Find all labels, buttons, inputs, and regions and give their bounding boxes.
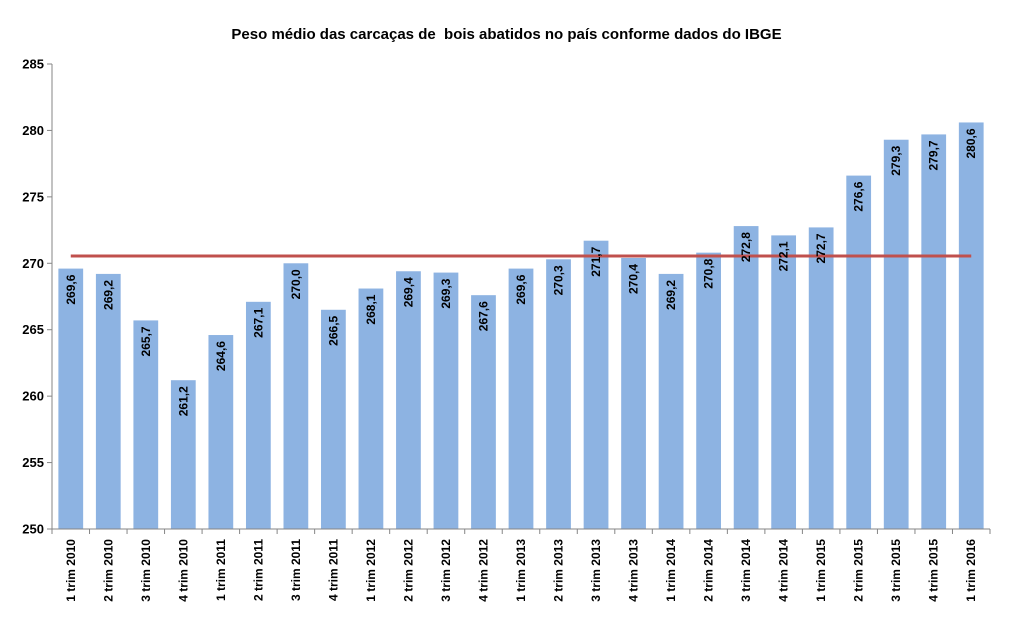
bar <box>396 271 421 529</box>
y-tick-label: 270 <box>22 256 44 271</box>
x-tick-label: 3 trim 2010 <box>139 539 153 602</box>
bar <box>658 273 684 529</box>
x-tick-label: 4 trim 2012 <box>476 539 490 602</box>
y-tick-label: 255 <box>22 455 44 470</box>
data-label: 272,8 <box>739 232 753 262</box>
bar <box>208 335 234 529</box>
bar <box>621 257 646 529</box>
x-tick-label: 2 trim 2014 <box>702 539 716 602</box>
data-label: 266,5 <box>326 315 340 345</box>
bar <box>170 380 196 529</box>
x-tick-label: 3 trim 2012 <box>439 539 453 602</box>
bar <box>358 288 384 529</box>
y-tick-label: 250 <box>22 522 44 537</box>
x-tick-label: 4 trim 2011 <box>326 539 340 601</box>
bar <box>846 175 872 529</box>
x-tick-label: 4 trim 2010 <box>176 539 190 602</box>
data-label: 269,6 <box>64 274 78 304</box>
bar <box>546 259 571 529</box>
x-tick-label: 3 trim 2011 <box>289 539 303 601</box>
x-tick-label: 1 trim 2016 <box>964 539 978 602</box>
x-tick-label: 1 trim 2015 <box>814 539 828 602</box>
data-label: 268,1 <box>364 294 378 324</box>
data-label: 267,6 <box>476 301 490 331</box>
bar <box>321 309 346 529</box>
data-label: 280,6 <box>964 128 978 158</box>
x-tick-label: 1 trim 2014 <box>664 539 678 602</box>
x-tick-label: 4 trim 2013 <box>627 539 641 602</box>
bar <box>808 227 834 529</box>
x-tick-label: 1 trim 2011 <box>214 539 228 601</box>
x-tick-label: 2 trim 2015 <box>852 539 866 602</box>
bar <box>95 273 121 529</box>
x-tick-label: 4 trim 2014 <box>777 539 791 602</box>
bar <box>921 134 947 529</box>
y-tick-label: 280 <box>22 123 44 138</box>
bar <box>771 235 797 529</box>
x-tick-label: 3 trim 2015 <box>889 539 903 602</box>
x-tick-label: 4 trim 2015 <box>927 539 941 602</box>
data-label: 269,6 <box>514 274 528 304</box>
data-label: 265,7 <box>139 326 153 356</box>
x-tick-label: 1 trim 2013 <box>514 539 528 602</box>
data-label: 269,4 <box>401 277 415 307</box>
y-tick-label: 265 <box>22 322 44 337</box>
bar <box>133 320 159 529</box>
bar <box>283 263 309 529</box>
x-tick-label: 2 trim 2010 <box>101 539 115 602</box>
y-tick-label: 285 <box>22 57 44 72</box>
data-label: 270,3 <box>552 265 566 295</box>
bar <box>883 139 909 529</box>
data-label: 279,7 <box>927 140 941 170</box>
x-tick-label: 2 trim 2013 <box>552 539 566 602</box>
bar <box>733 226 759 530</box>
bar <box>696 252 721 529</box>
x-tick-label: 2 trim 2012 <box>401 539 415 602</box>
x-tick-label: 1 trim 2010 <box>64 539 78 602</box>
x-tick-label: 2 trim 2011 <box>251 539 265 601</box>
data-label: 264,6 <box>214 341 228 371</box>
data-label: 279,3 <box>889 145 903 175</box>
data-label: 269,2 <box>664 280 678 310</box>
data-label: 261,2 <box>176 386 190 416</box>
bar <box>583 240 609 529</box>
bar <box>58 268 84 529</box>
y-tick-label: 275 <box>22 189 44 204</box>
data-label: 270,4 <box>627 264 641 294</box>
bar <box>433 272 459 529</box>
data-label: 267,1 <box>251 307 265 337</box>
x-tick-label: 1 trim 2012 <box>364 539 378 602</box>
data-label: 269,2 <box>101 280 115 310</box>
data-label: 271,7 <box>589 246 603 276</box>
bar <box>471 295 496 529</box>
data-label: 276,6 <box>852 181 866 211</box>
x-tick-label: 3 trim 2013 <box>589 539 603 602</box>
chart-title: Peso médio das carcaças de bois abatidos… <box>231 26 782 43</box>
data-label: 272,1 <box>777 241 791 271</box>
bar <box>508 268 534 529</box>
bar <box>958 122 984 529</box>
data-label: 272,7 <box>814 233 828 263</box>
data-label: 269,3 <box>439 278 453 308</box>
data-label: 270,8 <box>702 258 716 288</box>
y-tick-label: 260 <box>22 389 44 404</box>
bar <box>245 301 271 529</box>
x-tick-label: 3 trim 2014 <box>739 539 753 602</box>
data-label: 270,0 <box>289 269 303 299</box>
